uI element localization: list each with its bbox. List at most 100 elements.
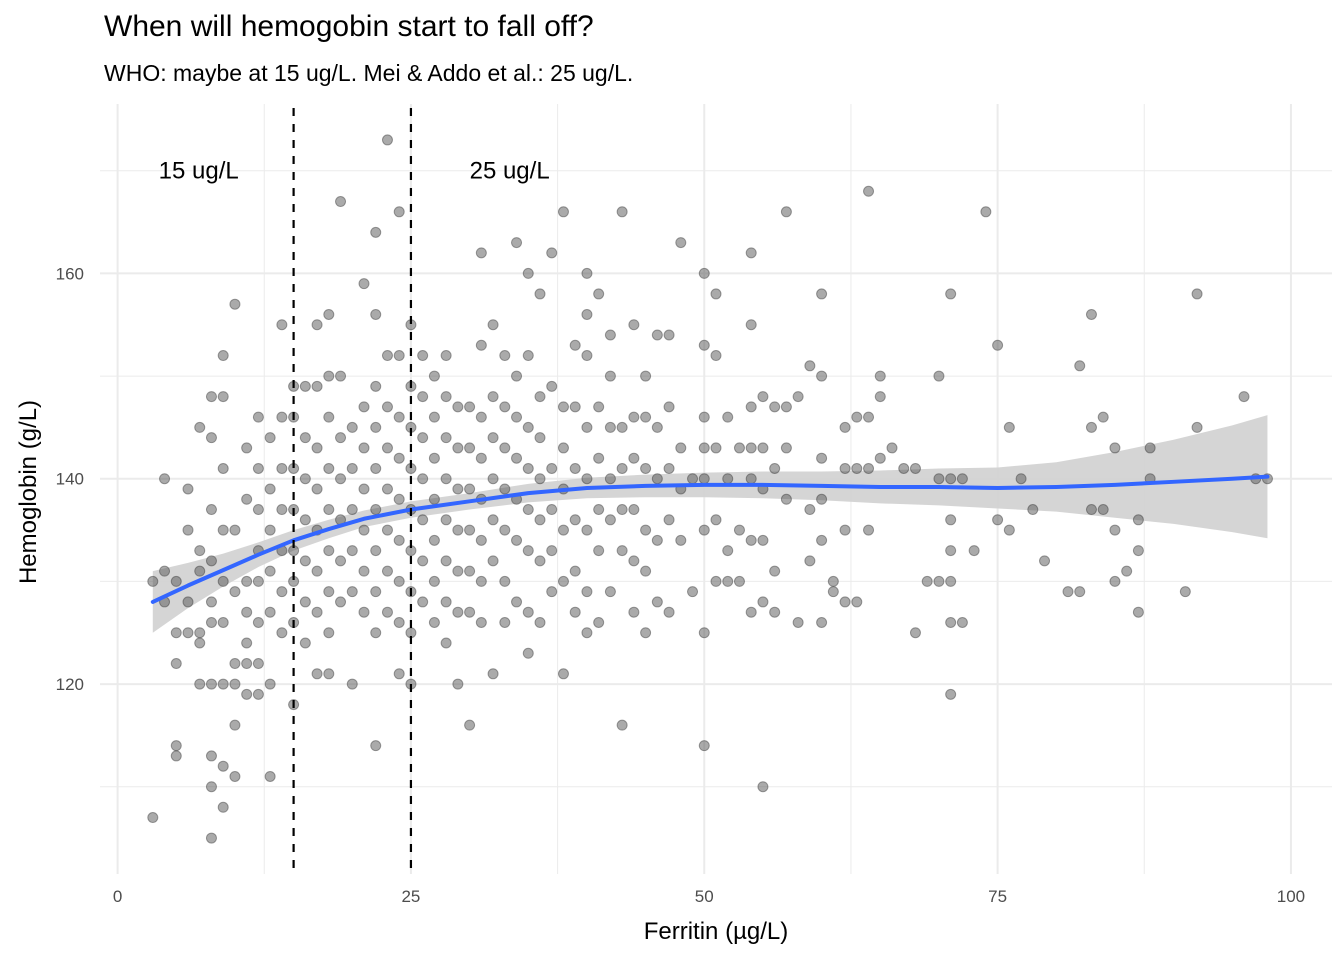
scatter-point [874,452,886,464]
scatter-point [323,545,335,557]
scatter-point [722,473,734,485]
scatter-point [487,473,499,485]
scatter-point [417,473,429,485]
scatter-point [440,555,452,567]
scatter-point [640,565,652,577]
y-tick-label: 160 [56,264,84,283]
scatter-point [1074,360,1086,372]
scatter-point [745,319,757,331]
scatter-point [511,370,523,382]
scatter-point [1015,473,1027,485]
scatter-point [1179,586,1191,598]
scatter-point [335,370,347,382]
scatter-point [229,586,241,598]
scatter-point [205,555,217,567]
scatter-point [816,370,828,382]
scatter-point [370,380,382,392]
scatter-point [335,196,347,208]
scatter-point [452,401,464,413]
scatter-point [569,606,581,618]
scatter-point [921,575,933,587]
scatter-point [428,452,440,464]
scatter-point [534,514,546,526]
scatter-point [511,534,523,546]
scatter-point [557,206,569,218]
tick-labels: 0 25 50 75 100 120 140 160 [56,264,1305,906]
scatter-point [252,411,264,423]
scatter-point [945,288,957,300]
scatter-point [909,627,921,639]
scatter-point [370,462,382,474]
scatter-point [205,750,217,762]
scatter-point [604,370,616,382]
scatter-point [1121,565,1133,577]
scatter-point [417,391,429,403]
scatter-point [358,524,370,536]
scatter-point [663,329,675,341]
x-tick-label: 50 [695,887,714,906]
scatter-point [440,596,452,608]
scatter-point [698,473,710,485]
scatter-point [698,411,710,423]
scatter-point [428,493,440,505]
scatter-point [593,504,605,516]
scatter-point [710,514,722,526]
scatter-point [346,678,358,690]
scatter-point [241,493,253,505]
scatter-point [757,781,769,793]
scatter-point [968,545,980,557]
scatter-point [311,606,323,618]
scatter-point [628,319,640,331]
scatter-point [276,411,288,423]
scatter-point [264,524,276,536]
scatter-point [194,545,206,557]
scatter-point [241,637,253,649]
scatter-point [370,586,382,598]
scatter-point [816,534,828,546]
scatter-point [546,545,558,557]
scatter-point [346,462,358,474]
scatter-point [851,596,863,608]
scatter-point [1062,586,1074,598]
y-axis-title: Hemoglobin (g/L) [15,400,42,584]
scatter-point [299,637,311,649]
scatter-point [499,616,511,628]
scatter-point [757,534,769,546]
scatter-point [863,185,875,197]
scatter-point [522,462,534,474]
scatter-point [663,462,675,474]
scatter-point [264,483,276,495]
scatter-point [604,421,616,433]
scatter-point [252,658,264,670]
scatter-point [663,514,675,526]
scatter-point [863,411,875,423]
scatter-point [147,812,159,824]
x-axis-title: Ferritin (µg/L) [644,918,789,945]
scatter-point [323,411,335,423]
scatter-point [816,288,828,300]
scatter-point [311,319,323,331]
scatter-point [393,411,405,423]
scatter-point [428,616,440,628]
scatter-point [464,524,476,536]
scatter-point [651,534,663,546]
scatter-point [440,350,452,362]
scatter-point [428,575,440,587]
scatter-point [252,688,264,700]
scatter-point [370,740,382,752]
scatter-point [311,483,323,495]
scatter-point [863,462,875,474]
scatter-point [205,832,217,844]
scatter-point [898,462,910,474]
scatter-point [499,524,511,536]
scatter-point [687,473,699,485]
scatter-point [487,514,499,526]
scatter-point [428,370,440,382]
scatter-point [616,504,628,516]
scatter-point [757,391,769,403]
scatter-point [992,339,1004,351]
scatter-point [428,534,440,546]
scatter-point [522,647,534,659]
scatter-point [745,442,757,454]
scatter-point [452,678,464,690]
